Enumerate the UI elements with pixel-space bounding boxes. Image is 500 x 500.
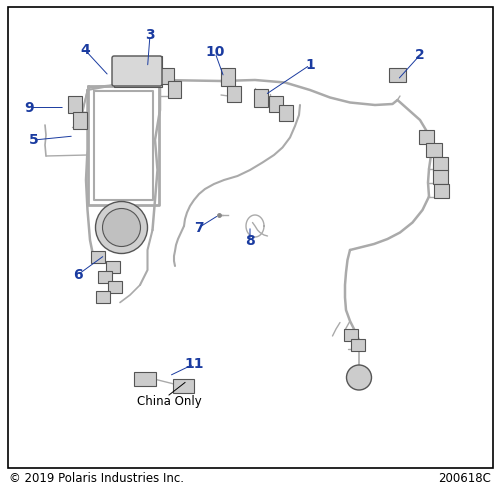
Circle shape: [346, 365, 372, 390]
Text: © 2019 Polaris Industries Inc.: © 2019 Polaris Industries Inc.: [9, 472, 184, 486]
Text: 9: 9: [24, 100, 34, 114]
FancyBboxPatch shape: [96, 290, 110, 302]
FancyBboxPatch shape: [351, 338, 365, 350]
FancyBboxPatch shape: [344, 328, 357, 340]
Text: 11: 11: [184, 357, 204, 371]
Circle shape: [96, 202, 148, 254]
FancyBboxPatch shape: [161, 68, 174, 84]
FancyBboxPatch shape: [68, 96, 82, 112]
FancyBboxPatch shape: [418, 130, 434, 144]
FancyBboxPatch shape: [254, 90, 268, 106]
FancyBboxPatch shape: [432, 156, 448, 170]
Text: 5: 5: [29, 133, 39, 147]
Text: 4: 4: [80, 43, 90, 57]
FancyBboxPatch shape: [106, 260, 120, 272]
FancyBboxPatch shape: [434, 184, 449, 198]
FancyBboxPatch shape: [98, 270, 112, 282]
FancyBboxPatch shape: [108, 280, 122, 292]
FancyBboxPatch shape: [112, 56, 162, 86]
FancyBboxPatch shape: [172, 378, 195, 392]
FancyBboxPatch shape: [72, 112, 86, 129]
FancyBboxPatch shape: [91, 250, 105, 262]
Text: 6: 6: [72, 268, 83, 282]
Text: 1: 1: [305, 58, 315, 72]
Text: 200618C: 200618C: [438, 472, 491, 486]
Text: China Only: China Only: [136, 394, 202, 407]
FancyBboxPatch shape: [432, 170, 448, 184]
FancyBboxPatch shape: [168, 82, 180, 98]
Text: 10: 10: [206, 46, 225, 60]
Circle shape: [102, 208, 141, 246]
FancyBboxPatch shape: [278, 105, 292, 120]
FancyBboxPatch shape: [426, 142, 442, 156]
Text: 7: 7: [194, 220, 204, 234]
FancyBboxPatch shape: [134, 372, 156, 386]
Text: 2: 2: [415, 48, 425, 62]
Text: 8: 8: [245, 234, 255, 248]
FancyBboxPatch shape: [388, 68, 406, 82]
FancyBboxPatch shape: [268, 96, 282, 112]
FancyBboxPatch shape: [227, 86, 241, 102]
FancyBboxPatch shape: [221, 68, 235, 86]
Text: 3: 3: [145, 28, 155, 42]
FancyBboxPatch shape: [114, 56, 162, 86]
